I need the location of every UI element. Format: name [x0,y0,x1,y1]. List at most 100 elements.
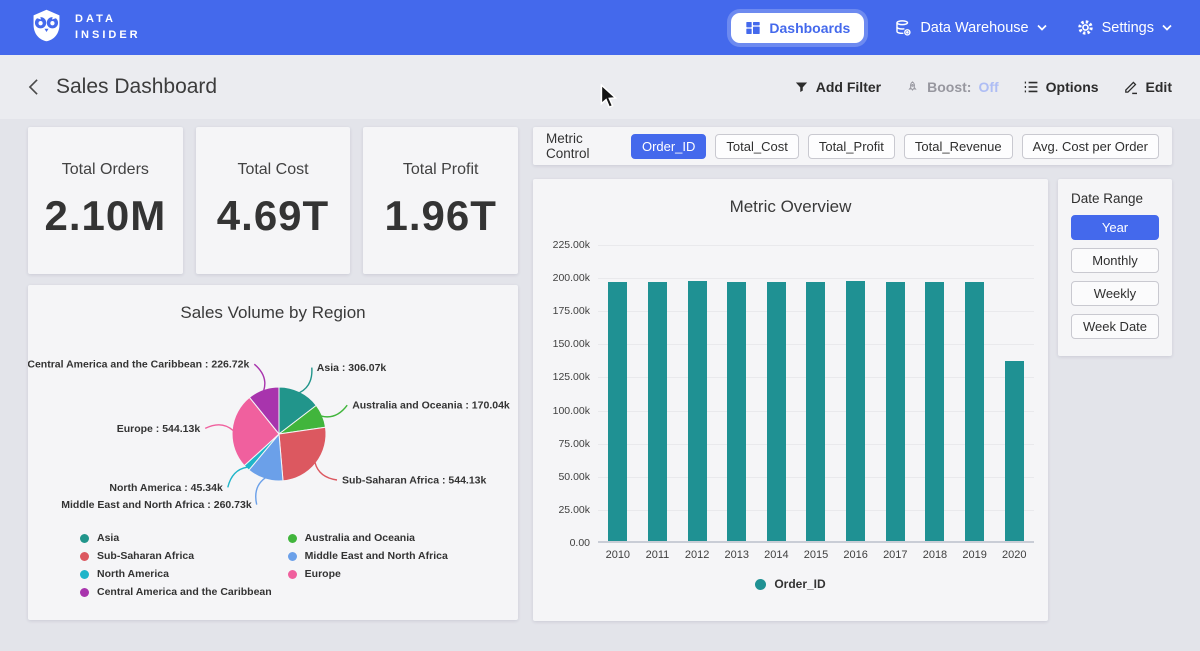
legend-label: Order_ID [774,577,825,591]
y-axis-tick-label: 75.00k [536,438,590,450]
brand-line-2: INSIDER [75,28,141,44]
options-button[interactable]: Options [1023,79,1099,95]
bar-chart-x-axis: 2010201120122013201420152016201720182019… [598,549,1034,561]
y-axis-tick-label: 0.00 [536,537,590,549]
legend-label: Central America and the Caribbean [97,586,272,598]
boost-label: Boost: [927,79,971,95]
pie-callout-line [299,368,312,393]
x-axis-tick-label: 2017 [875,549,915,561]
pie-legend-item-europe[interactable]: Europe [288,565,448,583]
pie-legend-item-middle-east-and-north-africa[interactable]: Middle East and North Africa [288,547,448,565]
options-label: Options [1046,79,1099,95]
bar-2011[interactable] [648,282,667,541]
metric-button-order-id[interactable]: Order_ID [631,134,706,159]
nav-data-warehouse[interactable]: Data Warehouse [894,19,1046,37]
filter-funnel-icon [794,80,809,95]
pie-callout-line [205,425,233,431]
y-axis-tick-label: 25.00k [536,504,590,516]
pie-callout-line [315,463,337,480]
legend-label: Asia [97,532,119,544]
bar-2014[interactable] [767,282,786,541]
list-icon [1023,79,1039,95]
back-button[interactable] [28,78,39,96]
pie-legend-item-australia-and-oceania[interactable]: Australia and Oceania [288,529,448,547]
x-axis-tick-label: 2010 [598,549,638,561]
legend-dot [80,534,89,543]
bar-2013[interactable] [727,282,746,541]
y-axis-tick-label: 175.00k [536,305,590,317]
legend-label: Europe [305,568,341,580]
pie-legend-item-sub-saharan-africa[interactable]: Sub-Saharan Africa [80,547,272,565]
legend-dot [288,534,297,543]
date-range-monthly-button[interactable]: Monthly [1071,248,1159,273]
legend-dot [755,579,766,590]
x-axis-tick-label: 2018 [915,549,955,561]
pie-legend-item-central-america-and-the-caribbean[interactable]: Central America and the Caribbean [80,583,272,601]
bar-legend-order-id[interactable]: Order_ID [533,577,1048,591]
y-axis-tick-label: 150.00k [536,338,590,350]
nav-dashboards-label: Dashboards [769,20,850,36]
bar-2015[interactable] [806,282,825,541]
y-axis-tick-label: 100.00k [536,405,590,417]
pie-callout-line [321,405,347,417]
bar-2016[interactable] [846,281,865,541]
metric-button-total-revenue[interactable]: Total_Revenue [904,134,1013,159]
metric-button-total-cost[interactable]: Total_Cost [715,134,798,159]
bar-2018[interactable] [925,282,944,541]
bar-2020[interactable] [1005,361,1024,541]
edit-button[interactable]: Edit [1123,79,1172,95]
pie-legend-item-asia[interactable]: Asia [80,529,272,547]
bar-2017[interactable] [886,282,905,541]
bar-2012[interactable] [688,281,707,541]
bar-chart-plot: 225.00k200.00k175.00k150.00k125.00k100.0… [598,245,1034,543]
date-range-week-date-button[interactable]: Week Date [1071,314,1159,339]
legend-label: Middle East and North Africa [305,550,448,562]
bar-2019[interactable] [965,282,984,541]
x-axis-tick-label: 2012 [677,549,717,561]
edit-label: Edit [1146,79,1172,95]
pencil-icon [1123,79,1139,95]
add-filter-label: Add Filter [816,79,881,95]
pie-slice-sub-saharan-africa[interactable] [279,427,326,481]
brand-logo[interactable]: DATA INSIDER [28,7,141,49]
pie-legend: Asia Sub-Saharan AfricaNorth America Centr… [80,529,448,601]
chevron-down-icon [1037,24,1047,31]
brand-line-1: DATA [75,12,141,28]
kpi-row: Total Orders 2.10M Total Cost 4.69T Tota… [28,127,518,274]
x-axis-tick-label: 2020 [994,549,1034,561]
pie-callout-label-middle-east-and-north-africa: Middle East and North Africa : 260.73k [61,499,252,511]
boost-toggle[interactable]: Boost: Off [905,79,999,95]
legend-dot [288,552,297,561]
pie-legend-item-north-america[interactable]: North America [80,565,272,583]
x-axis-tick-label: 2019 [955,549,995,561]
owl-logo-icon [28,7,65,49]
date-range-weekly-button[interactable]: Weekly [1071,281,1159,306]
page-header: Sales Dashboard Add Filter Boost: Off [0,55,1200,119]
metric-button-avg-cost-per-order[interactable]: Avg. Cost per Order [1022,134,1159,159]
y-axis-tick-label: 125.00k [536,371,590,383]
kpi-label: Total Cost [196,161,351,179]
x-axis-tick-label: 2016 [836,549,876,561]
metric-control-label: Metric Control [546,131,618,161]
metric-button-total-profit[interactable]: Total_Profit [808,134,895,159]
pie-chart-card: Sales Volume by Region Asia : 306.07kAus… [28,285,518,620]
bars-container [598,245,1034,541]
date-range-year-button[interactable]: Year [1071,215,1159,240]
nav-settings[interactable]: Settings [1077,19,1172,36]
kpi-value: 4.69T [196,192,351,240]
date-range-label: Date Range [1071,191,1159,206]
database-icon [894,19,912,37]
top-navbar: DATA INSIDER Dashboards [0,0,1200,55]
legend-dot [288,570,297,579]
pie-callout-label-central-america-and-the-caribbean: Central America and the Caribbean : 226.… [28,359,249,371]
kpi-label: Total Profit [363,161,518,179]
gear-icon [1077,19,1094,36]
page-title: Sales Dashboard [56,75,217,99]
add-filter-button[interactable]: Add Filter [794,79,881,95]
kpi-value: 1.96T [363,192,518,240]
boost-state: Off [978,79,998,95]
bar-2010[interactable] [608,282,627,541]
pie-chart-title: Sales Volume by Region [28,285,518,323]
kpi-label: Total Orders [28,161,183,179]
nav-dashboards-button[interactable]: Dashboards [731,13,864,43]
